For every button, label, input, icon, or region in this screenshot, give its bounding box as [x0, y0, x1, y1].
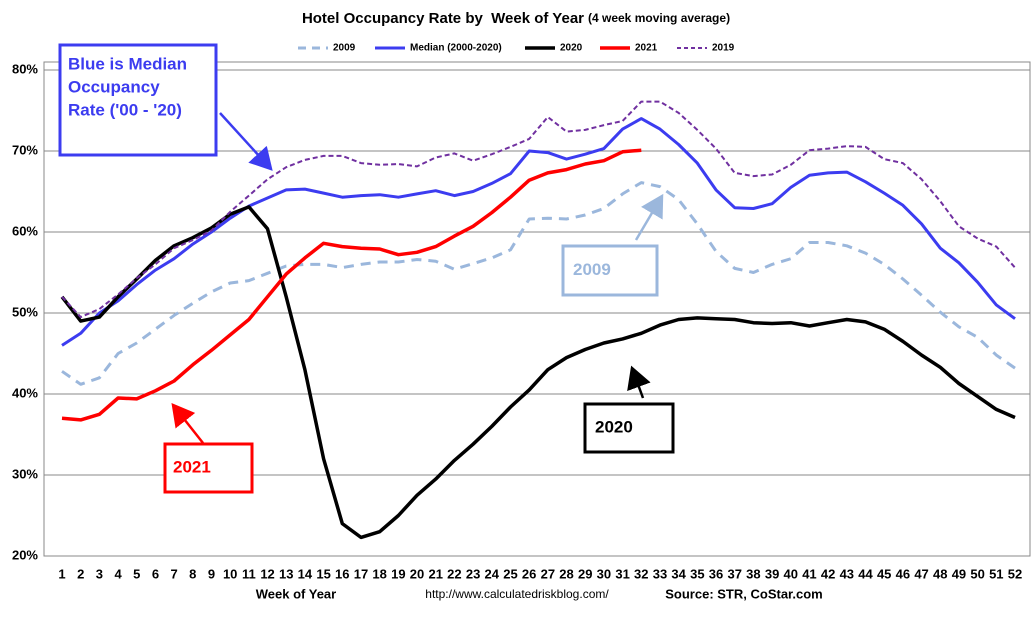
x-tick-label: 7 [171, 566, 178, 581]
x-tick-label: 49 [952, 566, 966, 581]
y-tick-label: 40% [12, 385, 38, 400]
legend-label: 2019 [712, 43, 735, 54]
x-tick-label: 44 [858, 566, 873, 581]
series-line [61, 117, 1016, 347]
x-tick-label: 28 [559, 566, 573, 581]
series-line [60, 205, 1016, 540]
lines [60, 100, 1016, 540]
x-tick-label: 43 [840, 566, 854, 581]
annotation-text: 2020 [595, 417, 633, 436]
x-tick-label: 23 [466, 566, 480, 581]
x-tick-label: 12 [260, 566, 274, 581]
y-tick-label: 80% [12, 61, 38, 76]
annotation-box [58, 43, 218, 157]
x-tick-label: 39 [765, 566, 779, 581]
y-tick-label: 60% [12, 223, 38, 238]
arrow [219, 112, 273, 171]
x-tick-label: 24 [485, 566, 500, 581]
x-tick-label: 52 [1008, 566, 1022, 581]
annotation-text: 2021 [173, 457, 211, 476]
x-tick-label: 46 [896, 566, 910, 581]
y-tick-label: 70% [12, 142, 38, 157]
x-tick-label: 36 [709, 566, 723, 581]
annotation-box [583, 402, 675, 454]
x-tick-label: 18 [372, 566, 386, 581]
annotation-text: 2009 [573, 260, 611, 279]
x-tick-label: 31 [615, 566, 629, 581]
x-tick-label: 11 [242, 566, 256, 581]
arrow [171, 403, 204, 444]
annotation-text: Blue is Median [68, 54, 187, 73]
x-tick-label: 5 [133, 566, 140, 581]
legend-label: 2009 [333, 43, 356, 54]
x-tick-label: 17 [354, 566, 368, 581]
x-tick-label: 20 [410, 566, 424, 581]
x-tick-label: 48 [933, 566, 947, 581]
y-tick-label: 20% [12, 547, 38, 562]
y-tick-label: 30% [12, 466, 38, 481]
x-tick-label: 3 [96, 566, 103, 581]
arrow [634, 193, 664, 241]
x-tick-label: 38 [746, 566, 760, 581]
x-tick-label: 29 [578, 566, 592, 581]
x-tick-label: 13 [279, 566, 293, 581]
x-tick-label: 8 [189, 566, 196, 581]
series-line [61, 148, 642, 422]
x-tick-label: 42 [821, 566, 835, 581]
legend-label: Median (2000-2020) [410, 43, 502, 54]
x-tick-label: 9 [208, 566, 215, 581]
series-line [61, 181, 1016, 386]
x-tick-label: 50 [970, 566, 984, 581]
x-tick-label: 40 [784, 566, 798, 581]
x-tick-label: 45 [877, 566, 891, 581]
x-tick-label: 30 [597, 566, 611, 581]
arrow [627, 365, 651, 399]
x-tick-label: 21 [428, 566, 442, 581]
x-tick-label: 26 [522, 566, 536, 581]
x-tick-label: 35 [690, 566, 704, 581]
series-line [61, 100, 1016, 319]
x-tick-label: 41 [802, 566, 816, 581]
x-axis-label: Week of Year [256, 586, 336, 601]
annotation-text: Rate ('00 - '20) [68, 100, 182, 119]
x-tick-label: 37 [727, 566, 741, 581]
annotation-box [163, 442, 254, 494]
annotation-text: Occupancy [68, 77, 160, 96]
x-tick-label: 10 [223, 566, 237, 581]
x-tick-label: 1 [58, 566, 65, 581]
annotation-box [561, 244, 659, 297]
x-tick-label: 22 [447, 566, 461, 581]
x-tick-label: 16 [335, 566, 349, 581]
x-tick-label: 33 [653, 566, 667, 581]
title-line: Hotel Occupancy Rate by Week of Year (4 w… [302, 10, 730, 27]
x-tick-label: 47 [914, 566, 928, 581]
x-tick-label: 32 [634, 566, 648, 581]
x-tick-label: 51 [989, 566, 1003, 581]
x-tick-label: 4 [114, 566, 122, 581]
annotations: Blue is Median Occupancy Rate ('00 - '20) 2… [58, 43, 675, 494]
legend-label: 2021 [635, 43, 658, 54]
x-tick-label: 25 [503, 566, 517, 581]
x-tick-label: 34 [671, 566, 686, 581]
x-tick-label: 27 [541, 566, 555, 581]
x-tick-label: 15 [316, 566, 330, 581]
grid: 20%30%40%50%60%70%80%1 2 3 4 5 6 7 8 9 10 11 12 13 14… [12, 61, 1030, 581]
x-tick-label: 19 [391, 566, 405, 581]
x-tick-label: 6 [152, 566, 159, 581]
url: http://www.calculatedriskblog.com/ [425, 587, 609, 601]
x-tick-label: 2 [77, 566, 84, 581]
legend-label: 2020 [560, 43, 583, 54]
chart-title: Hotel Occupancy Rate by Week of Year [302, 10, 584, 27]
chart-subtitle: (4 week moving average) [588, 11, 730, 25]
source: Source: STR, CoStar.com [665, 586, 822, 601]
y-tick-label: 50% [12, 304, 38, 319]
x-tick-label: 14 [298, 566, 313, 581]
